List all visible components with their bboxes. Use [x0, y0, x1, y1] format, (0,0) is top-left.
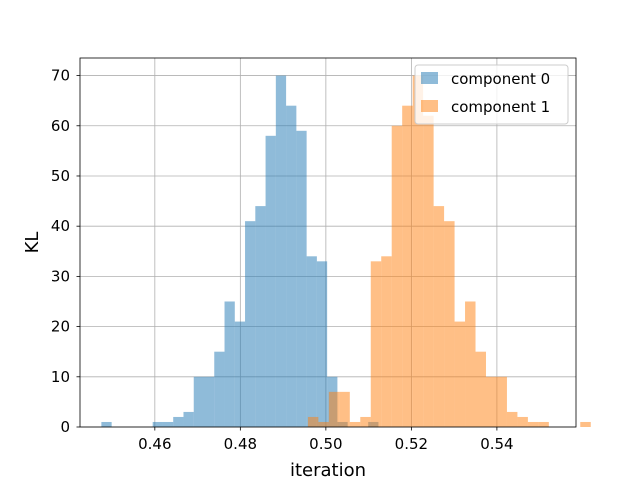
- y-tick-label: 50: [51, 167, 70, 185]
- histogram-bar: [204, 376, 215, 427]
- histogram-bar: [265, 135, 276, 427]
- histogram-bar: [360, 416, 371, 427]
- y-tick-label: 70: [51, 67, 70, 85]
- histogram-bar: [339, 391, 350, 427]
- legend: component 0 component 1: [414, 64, 569, 125]
- histogram-bar: [527, 421, 539, 427]
- histogram-bar: [101, 421, 112, 427]
- series-0-bars: [101, 75, 379, 428]
- histogram-bar: [152, 421, 163, 427]
- x-tick-label: 0.50: [309, 435, 342, 453]
- histogram-bar: [255, 206, 266, 427]
- histogram-bar: [465, 301, 476, 427]
- histogram-bar: [307, 416, 319, 427]
- histogram-bar: [475, 351, 486, 427]
- histogram-bar: [318, 421, 329, 427]
- legend-swatch-component-0: [421, 72, 438, 84]
- histogram-bars: [101, 75, 591, 428]
- histogram-bar: [306, 256, 317, 427]
- histogram-bar: [485, 376, 497, 427]
- histogram-bar: [296, 130, 307, 428]
- histogram-bar: [580, 421, 591, 427]
- histogram-bar: [433, 206, 445, 427]
- histogram-bar: [245, 221, 256, 427]
- y-tick-label: 60: [51, 117, 70, 135]
- y-tick-label: 30: [51, 267, 70, 285]
- histogram-bar: [224, 301, 235, 427]
- histogram-bar: [173, 416, 184, 427]
- histogram-bar: [275, 75, 287, 428]
- histogram-bar: [391, 125, 403, 427]
- histogram-bar: [286, 105, 297, 427]
- histogram-bar: [496, 376, 507, 427]
- histogram-bar: [402, 105, 413, 427]
- axis-ticks: 0.46 0.48 0.50 0.52 0.54 0 10 20 30 40 50 60 70: [51, 67, 514, 453]
- x-axis-label: iteration: [290, 460, 366, 480]
- histogram-bar: [234, 321, 246, 427]
- histogram-bar: [506, 411, 518, 427]
- x-tick-label: 0.48: [224, 435, 257, 453]
- legend-swatch-component-1: [421, 100, 438, 112]
- y-axis-label: KL: [22, 232, 43, 254]
- histogram-bar: [162, 421, 174, 427]
- histogram-bar: [214, 351, 225, 427]
- histogram-bar: [381, 256, 392, 427]
- x-tick-label: 0.52: [395, 435, 428, 453]
- x-tick-label: 0.46: [138, 435, 171, 453]
- legend-box: [414, 64, 569, 125]
- histogram-bar: [183, 411, 194, 427]
- histogram-bar: [412, 75, 424, 428]
- histogram-bar: [193, 376, 204, 427]
- histogram-bar: [328, 391, 340, 427]
- histogram-bar: [349, 421, 361, 427]
- histogram-bar: [316, 261, 328, 427]
- histogram-bar: [517, 416, 528, 427]
- y-tick-label: 20: [51, 318, 70, 336]
- plot-frame: [79, 57, 577, 428]
- y-tick-label: 40: [51, 217, 70, 235]
- legend-label-component-0: component 0: [451, 70, 550, 88]
- histogram-bar: [444, 221, 455, 427]
- series-1-bars: [307, 75, 591, 428]
- x-tick-label: 0.54: [480, 435, 513, 453]
- y-tick-label: 0: [60, 418, 70, 436]
- y-tick-label: 10: [51, 368, 70, 386]
- histogram-bar: [454, 321, 466, 427]
- histogram-bar: [538, 421, 549, 427]
- histogram-bar: [423, 115, 434, 428]
- legend-label-component-1: component 1: [451, 98, 550, 116]
- histogram-bar: [370, 261, 382, 427]
